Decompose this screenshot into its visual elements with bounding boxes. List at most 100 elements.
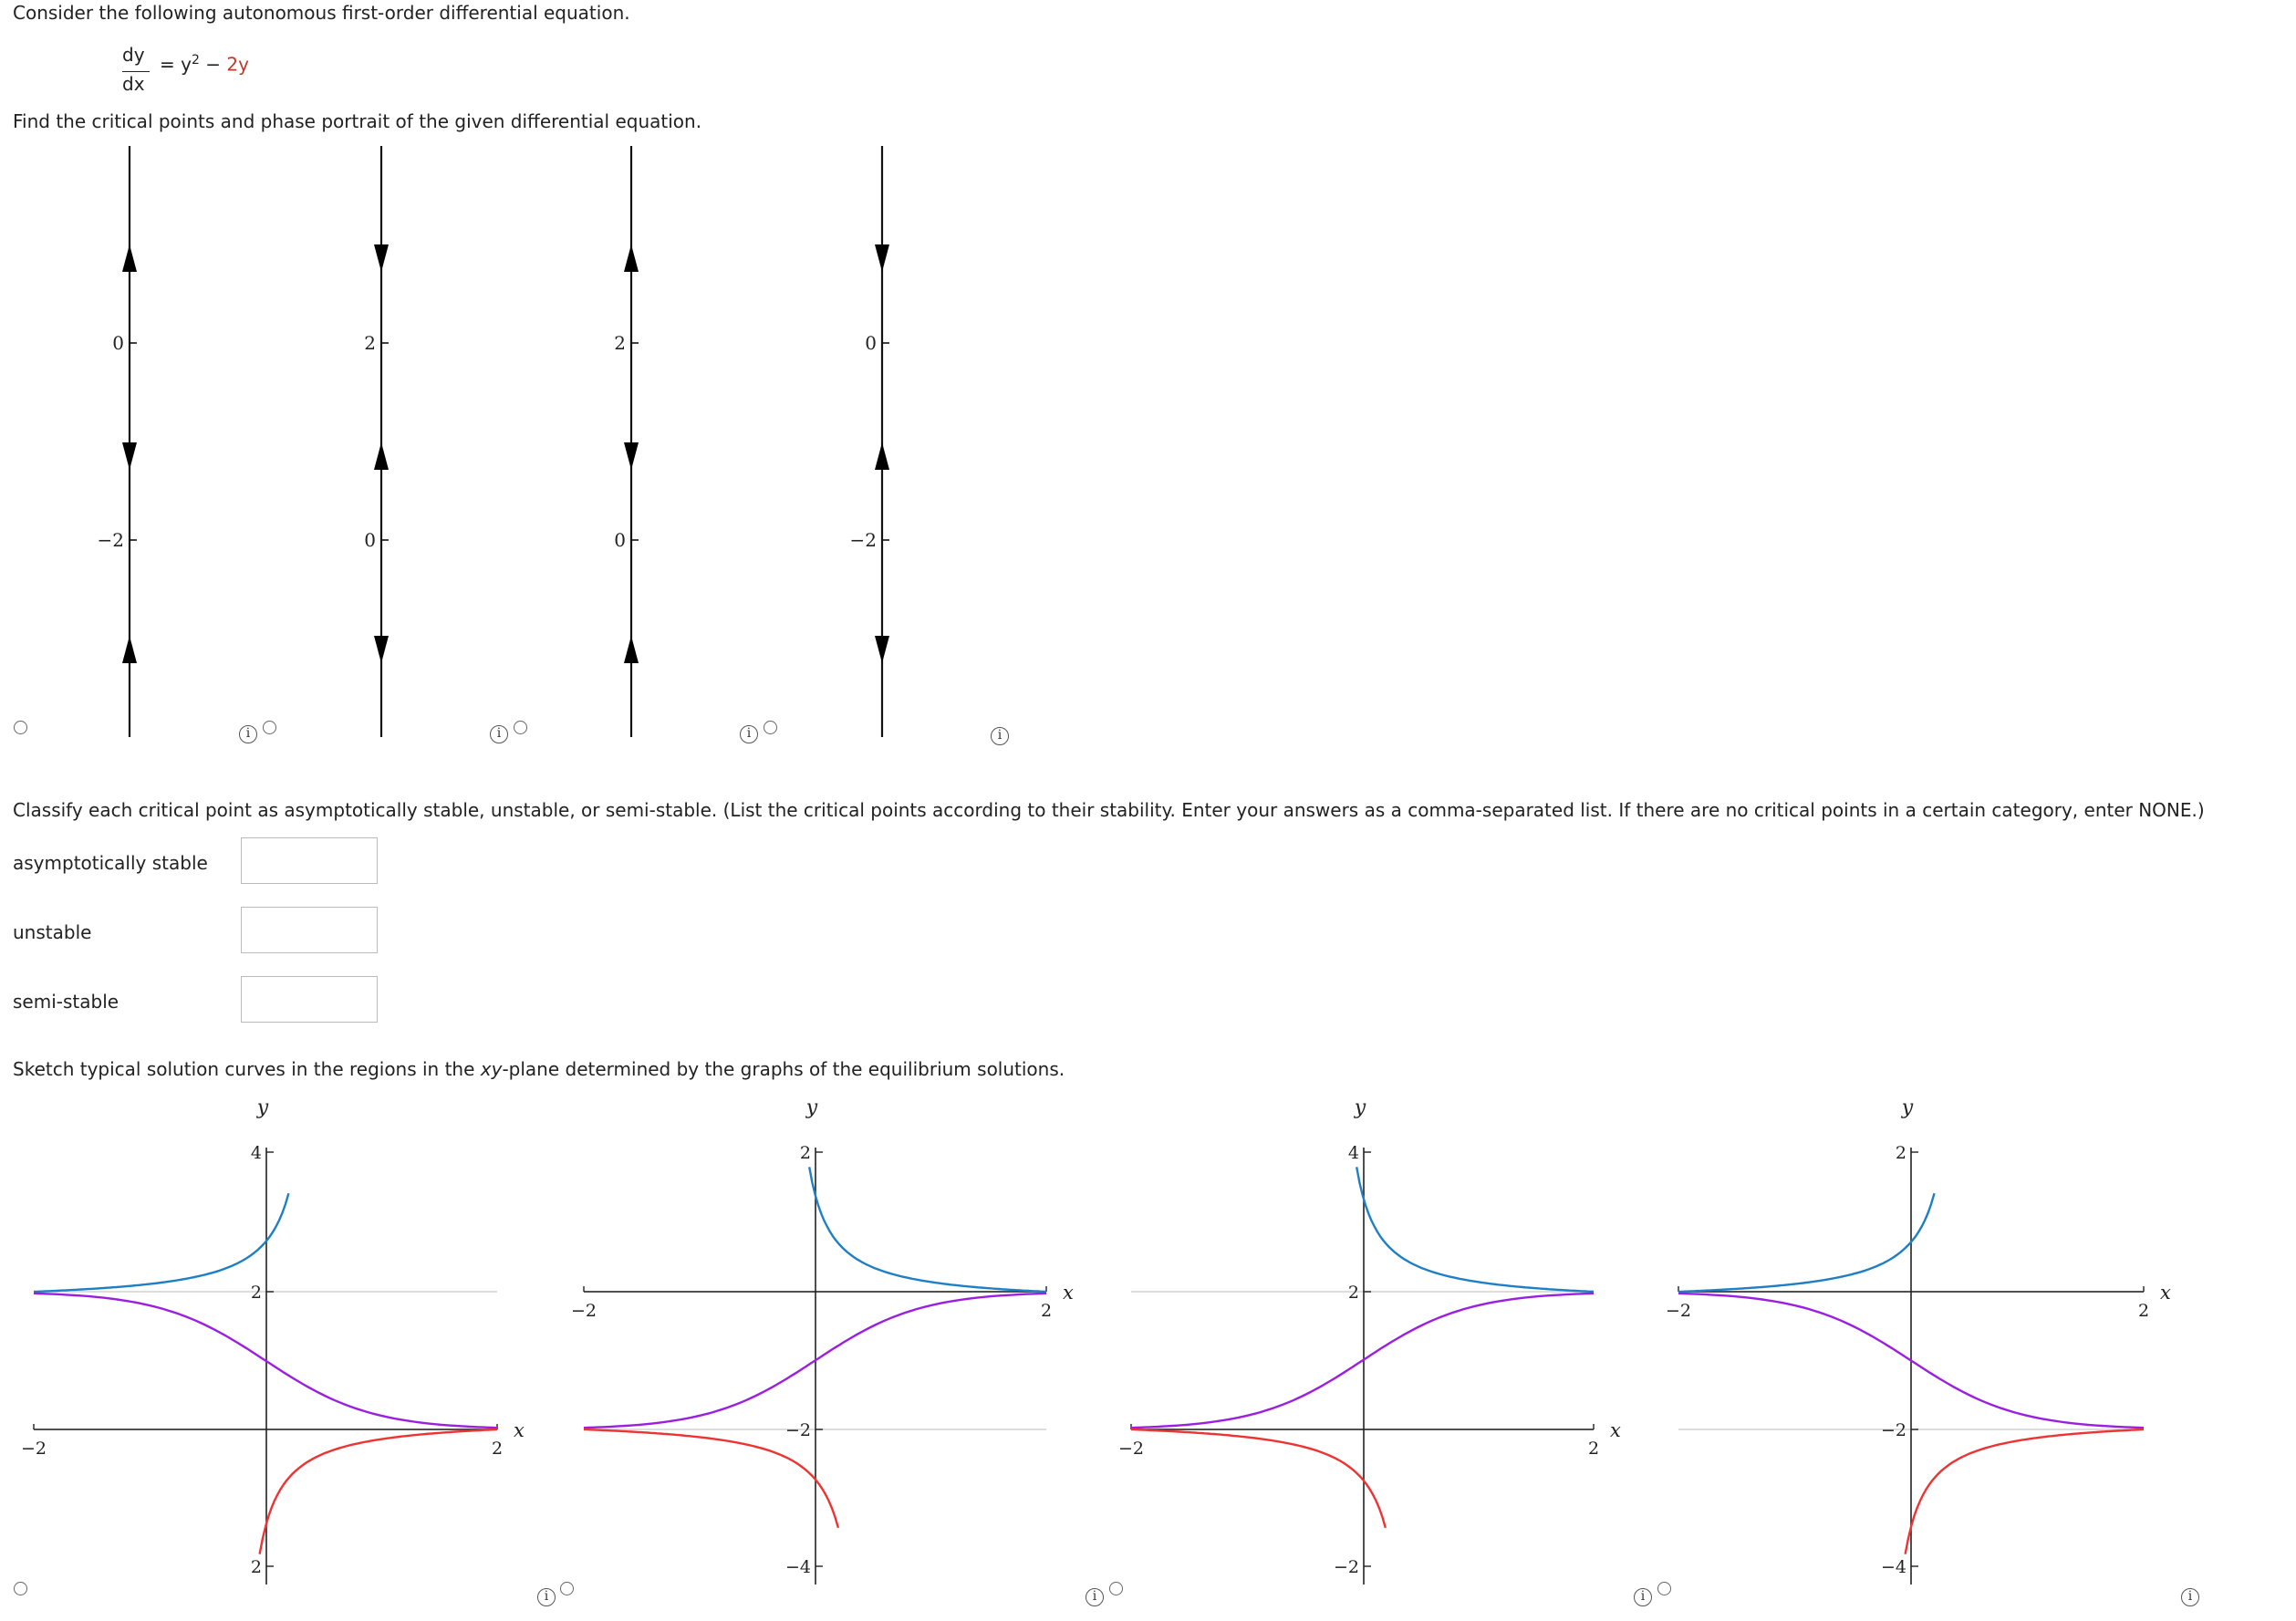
equals-sign: = (160, 53, 175, 76)
sketch-prompt-before: Sketch typical solution curves in the re… (13, 1058, 481, 1080)
y-axis-label: y (805, 1096, 818, 1119)
x-axis-label: x (514, 1419, 525, 1441)
equation-rhs: = y2 − 2y (160, 53, 249, 76)
phase-arrow-down (875, 244, 889, 272)
middle-solution-curve (1678, 1292, 2145, 1429)
y-tick-label: 2 (1896, 1143, 1906, 1163)
info-icon[interactable]: i (991, 727, 1009, 745)
phase-arrow-up (624, 636, 639, 663)
rhs-exponent: 2 (191, 53, 200, 68)
x-max-label: 2 (1588, 1439, 1599, 1459)
y-tick-label: −2 (785, 1420, 811, 1440)
y-axis-label: y (1354, 1096, 1366, 1119)
y-axis-label: y (256, 1096, 269, 1119)
y-tick-label: 2 (1348, 1283, 1359, 1303)
y-tick-label: 2 (251, 1557, 262, 1577)
phase-tick-label: −2 (850, 529, 877, 551)
semi-stable-input[interactable] (241, 976, 378, 1023)
lower-solution-curve (258, 1428, 498, 1554)
info-icon[interactable]: i (2181, 1588, 2199, 1606)
y-axis-label: y (1901, 1096, 1914, 1119)
phase-arrow-down (374, 244, 389, 272)
y-tick-label: −4 (785, 1557, 811, 1577)
phase-arrow-up (122, 244, 137, 272)
x-axis-label: x (2160, 1282, 2171, 1304)
graph-option-1-radio[interactable] (14, 1582, 27, 1595)
phase-arrow-up (875, 442, 889, 470)
upper-solution-curve (1356, 1167, 1595, 1294)
phase-tick-label: 0 (614, 529, 626, 551)
x-max-label: 2 (1041, 1301, 1052, 1321)
x-min-label: −2 (21, 1439, 47, 1459)
upper-solution-curve (808, 1167, 1047, 1294)
phase-option-2-radio[interactable] (263, 721, 276, 734)
phase-tick-label: 2 (614, 332, 626, 354)
info-icon[interactable]: i (537, 1588, 556, 1606)
phase-option-3-radio[interactable] (514, 721, 527, 734)
intro-text: Consider the following autonomous first-… (13, 2, 630, 24)
phase-arrow-up (374, 442, 389, 470)
minus-sign: − (205, 53, 222, 76)
graph-option-2-radio[interactable] (560, 1582, 574, 1595)
phase-tick-label: 2 (364, 332, 376, 354)
y-tick-label: 4 (251, 1143, 262, 1163)
x-min-label: −2 (1666, 1301, 1691, 1321)
phase-portrait-4: 0 −2 (850, 146, 889, 737)
sketch-prompt-after: -plane determined by the graphs of the e… (502, 1058, 1065, 1080)
y-tick-label: −2 (1881, 1420, 1906, 1440)
middle-solution-curve (33, 1292, 498, 1429)
sketch-prompt-xy: xy (480, 1058, 503, 1080)
x-max-label: 2 (492, 1439, 503, 1459)
phase-portrait-2: 20 (364, 146, 389, 737)
phase-tick-label: −2 (98, 529, 124, 551)
info-icon[interactable]: i (239, 725, 257, 743)
info-icon[interactable]: i (1086, 1588, 1104, 1606)
y-tick-label: 2 (800, 1143, 811, 1163)
asymptotically-stable-input[interactable] (241, 837, 378, 884)
lower-solution-curve (1904, 1428, 2145, 1554)
info-icon[interactable]: i (740, 725, 758, 743)
upper-solution-curve (33, 1192, 290, 1294)
phase-tick-label: 0 (865, 332, 877, 354)
phase-portrait-3: 20 (614, 146, 639, 737)
unstable-label: unstable (13, 921, 92, 943)
fraction-bar (122, 71, 150, 72)
x-max-label: 2 (2138, 1301, 2149, 1321)
unstable-input[interactable] (241, 907, 378, 953)
phase-arrow-up (122, 636, 137, 663)
instruction-phase-portrait: Find the critical points and phase portr… (13, 110, 702, 132)
graph-option-4-radio[interactable] (1657, 1582, 1671, 1595)
graph-option-3-radio[interactable] (1109, 1582, 1123, 1595)
y-tick-label: −4 (1881, 1557, 1906, 1577)
phase-arrow-down (624, 442, 639, 470)
phase-tick-label: 0 (364, 529, 376, 551)
phase-arrow-down (122, 442, 137, 470)
x-axis-label: x (1610, 1419, 1621, 1441)
y-tick-label: −2 (1334, 1557, 1359, 1577)
info-icon[interactable]: i (1634, 1588, 1652, 1606)
phase-portrait-1: 0 −2 (98, 146, 137, 737)
x-min-label: −2 (1118, 1439, 1144, 1459)
x-min-label: −2 (571, 1301, 597, 1321)
y-tick-label: 2 (251, 1283, 262, 1303)
upper-solution-curve (1678, 1192, 1936, 1294)
y-tick-label: 4 (1348, 1143, 1359, 1163)
phase-option-4-radio[interactable] (764, 721, 777, 734)
rhs-term: 2y (226, 53, 249, 76)
middle-solution-curve (1130, 1292, 1595, 1429)
info-icon[interactable]: i (490, 725, 508, 743)
fraction-numerator: dy (122, 44, 145, 66)
asymptotically-stable-label: asymptotically stable (13, 852, 208, 874)
phase-option-1-radio[interactable] (14, 721, 27, 734)
lower-solution-curve (583, 1428, 840, 1529)
phase-arrow-down (374, 636, 389, 663)
rhs-y: y (181, 53, 192, 76)
phase-arrow-down (875, 636, 889, 663)
x-axis-label: x (1063, 1282, 1074, 1304)
